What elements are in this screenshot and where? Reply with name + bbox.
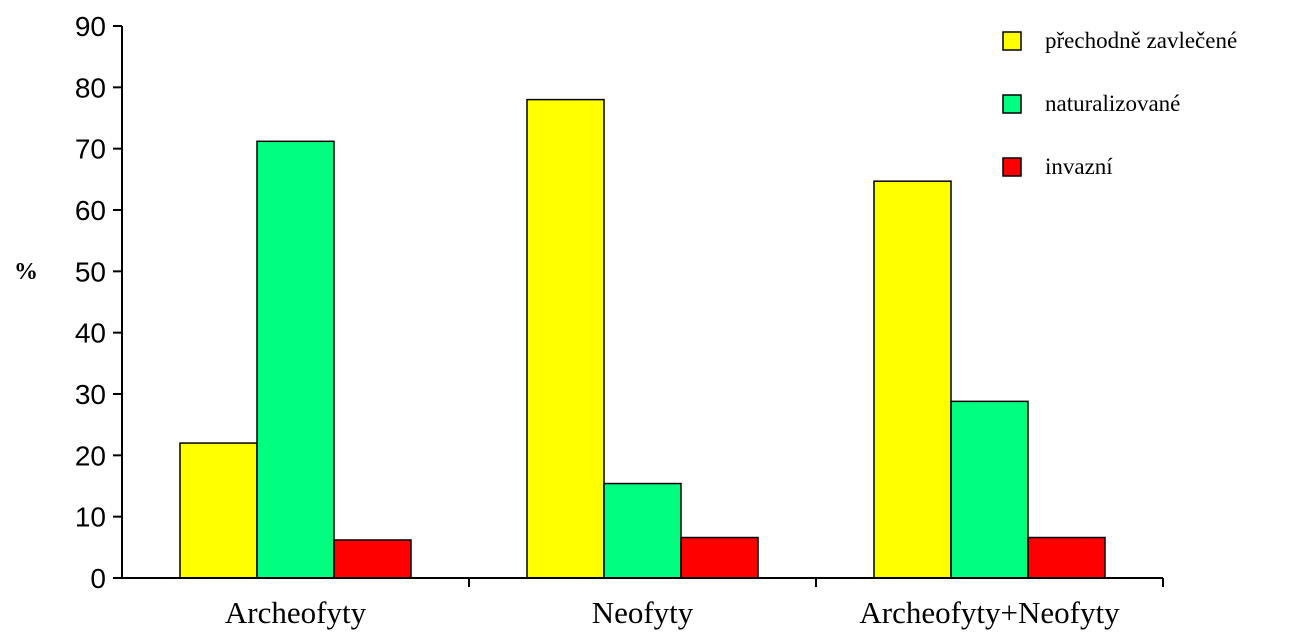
x-axis-ticks: Archeofyty Neofyty Archeofyty+Neofyty bbox=[225, 578, 1164, 630]
y-tick-label: 20 bbox=[75, 440, 106, 471]
y-tick-label: 60 bbox=[75, 195, 106, 226]
bar-prechodne bbox=[526, 98, 605, 579]
bar-naturalizovane bbox=[950, 400, 1029, 579]
bars-group bbox=[179, 98, 1106, 579]
y-tick-label: 70 bbox=[75, 134, 106, 165]
legend-swatch bbox=[1002, 157, 1022, 177]
y-tick-label: 50 bbox=[75, 256, 106, 287]
legend: přechodně zavlečené naturalizované invazní bbox=[1002, 28, 1237, 179]
bar-invazni bbox=[1027, 536, 1106, 579]
x-category-label: Neofyty bbox=[592, 595, 694, 630]
bar-naturalizovane bbox=[603, 482, 682, 579]
bar-prechodne bbox=[179, 442, 258, 579]
y-tick-label: 90 bbox=[75, 11, 106, 42]
bar-prechodne bbox=[873, 180, 952, 579]
bar-invazni bbox=[333, 539, 412, 579]
y-axis-label: % bbox=[14, 259, 38, 285]
legend-label: přechodně zavlečené bbox=[1045, 28, 1237, 53]
bar-naturalizovane bbox=[256, 140, 335, 579]
x-category-label: Archeofyty bbox=[225, 595, 367, 630]
legend-swatch bbox=[1002, 31, 1022, 51]
y-tick-label: 10 bbox=[75, 502, 106, 533]
y-axis-ticks: 0 10 20 30 40 50 60 70 80 90 bbox=[75, 11, 122, 594]
y-tick-label: 40 bbox=[75, 318, 106, 349]
legend-label: invazní bbox=[1045, 154, 1113, 179]
bar-invazni bbox=[680, 536, 759, 579]
y-tick-label: 0 bbox=[90, 563, 106, 594]
y-tick-label: 30 bbox=[75, 379, 106, 410]
x-category-label: Archeofyty+Neofyty bbox=[859, 595, 1120, 630]
legend-swatch bbox=[1002, 94, 1022, 114]
y-tick-label: 80 bbox=[75, 72, 106, 103]
legend-label: naturalizované bbox=[1045, 91, 1180, 116]
